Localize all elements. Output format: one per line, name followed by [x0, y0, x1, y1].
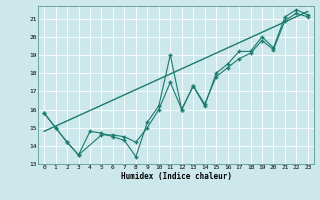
X-axis label: Humidex (Indice chaleur): Humidex (Indice chaleur)	[121, 172, 231, 181]
